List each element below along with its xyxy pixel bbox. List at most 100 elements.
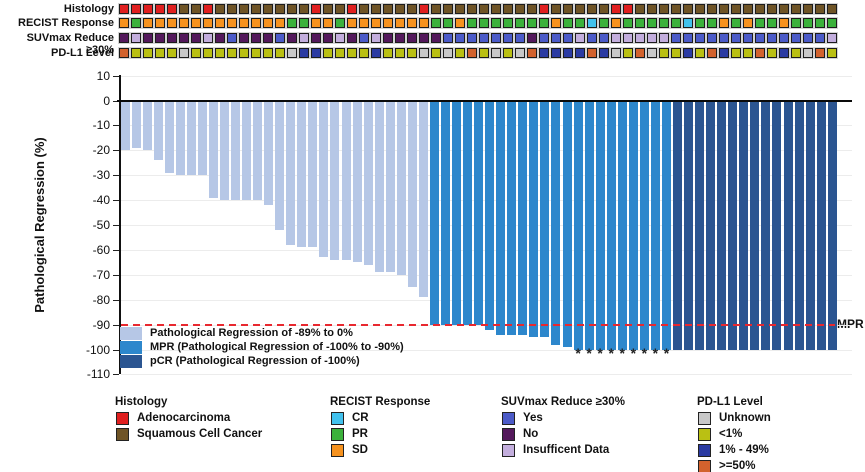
track-cell-histology — [562, 3, 573, 14]
track-cell-recist — [670, 18, 681, 29]
track-cell-recist — [562, 18, 573, 29]
track-cell-recist — [502, 18, 513, 29]
bar-regression — [231, 101, 240, 201]
track-cell-suvmax — [478, 32, 489, 43]
bar-regression — [142, 101, 152, 151]
y-tick — [113, 125, 119, 127]
bar-pcr — [728, 101, 738, 350]
plot-legend-label: Pathological Regression of -89% to 0% — [150, 327, 353, 339]
bar-regression — [208, 101, 218, 198]
track-cell-suvmax — [334, 32, 345, 43]
track-cell-pdl1 — [406, 47, 417, 58]
track-cell-recist — [406, 18, 417, 29]
asterisk-marker: * — [608, 345, 614, 361]
track-cell-histology — [250, 3, 261, 14]
y-axis-title: Pathological Regression (%) — [32, 137, 47, 313]
legend-swatch — [698, 444, 711, 457]
track-label-suvmax: SUVmax Reduce ≥30% — [26, 31, 114, 56]
bar-regression — [418, 101, 428, 298]
track-cell-suvmax — [646, 32, 657, 43]
track-cell-pdl1 — [202, 47, 213, 58]
track-cell-suvmax — [814, 32, 825, 43]
mpr-reference-label: MPR — [837, 317, 864, 331]
track-cell-recist — [202, 18, 213, 29]
y-tick-label: -30 — [92, 168, 110, 183]
track-cell-suvmax — [442, 32, 453, 43]
track-cell-pdl1 — [718, 47, 729, 58]
track-cell-suvmax — [190, 32, 201, 43]
y-tick — [113, 175, 119, 177]
track-cell-histology — [130, 3, 141, 14]
track-cell-pdl1 — [454, 47, 465, 58]
y-tick-label: -50 — [92, 218, 110, 232]
track-cell-suvmax — [310, 32, 321, 43]
bar-mpr — [429, 101, 439, 325]
track-cell-pdl1 — [598, 47, 609, 58]
track-cell-pdl1 — [646, 47, 657, 58]
bar-regression — [275, 101, 285, 230]
track-cell-pdl1 — [574, 47, 585, 58]
track-cell-pdl1 — [682, 47, 693, 58]
legend-item-label: Adenocarcinoma — [137, 412, 231, 424]
track-cell-recist — [478, 18, 489, 29]
legend-item-label: Unknown — [719, 412, 771, 424]
track-cell-suvmax — [406, 32, 417, 43]
track-cell-pdl1 — [586, 47, 597, 58]
bar-regression — [153, 101, 163, 161]
bar-pcr — [827, 101, 837, 350]
track-cell-recist — [454, 18, 465, 29]
track-cell-suvmax — [742, 32, 753, 43]
track-cell-pdl1 — [670, 47, 681, 58]
track-cell-suvmax — [514, 32, 525, 43]
y-tick — [113, 150, 119, 152]
bar-mpr — [540, 101, 550, 338]
track-cell-histology — [646, 3, 657, 14]
track-cell-recist — [634, 18, 645, 29]
track-cell-suvmax — [562, 32, 573, 43]
asterisk-marker: * — [652, 345, 659, 361]
track-cell-histology — [298, 3, 309, 14]
track-cell-suvmax — [730, 32, 741, 43]
track-cell-recist — [694, 18, 705, 29]
track-cell-histology — [346, 3, 357, 14]
track-cell-pdl1 — [358, 47, 369, 58]
track-cell-suvmax — [802, 32, 813, 43]
bar-mpr — [639, 101, 649, 350]
bar-mpr — [573, 101, 583, 350]
track-cell-suvmax — [250, 32, 261, 43]
legend-group-title: Histology — [115, 396, 168, 408]
track-cell-suvmax — [670, 32, 681, 43]
track-cell-histology — [706, 3, 717, 14]
legend-item-label: 1% - 49% — [719, 444, 769, 456]
track-cell-pdl1 — [742, 47, 753, 58]
track-cell-recist — [526, 18, 537, 29]
y-tick-label: -10 — [92, 118, 110, 133]
track-label-pdl1: PD-L1 Level — [51, 46, 114, 59]
bar-pcr — [805, 101, 815, 350]
track-cell-suvmax — [454, 32, 465, 43]
bar-pcr — [816, 101, 826, 350]
track-cell-histology — [802, 3, 813, 14]
track-cell-suvmax — [142, 32, 153, 43]
track-cell-recist — [358, 18, 369, 29]
track-cell-recist — [298, 18, 309, 29]
track-label-recist: RECIST Response — [18, 17, 114, 30]
y-tick — [113, 299, 119, 301]
track-cell-pdl1 — [130, 47, 141, 58]
bar-regression — [197, 101, 207, 176]
track-cell-suvmax — [586, 32, 597, 43]
track-cell-recist — [118, 18, 129, 29]
track-cell-recist — [598, 18, 609, 29]
legend-swatch — [698, 460, 711, 472]
bar-pcr — [739, 101, 749, 350]
track-cell-recist — [574, 18, 585, 29]
track-cell-pdl1 — [214, 47, 225, 58]
track-cell-pdl1 — [622, 47, 633, 58]
track-cell-histology — [430, 3, 441, 14]
track-cell-pdl1 — [478, 47, 489, 58]
track-cell-recist — [238, 18, 249, 29]
y-tick-label: -90 — [92, 317, 110, 332]
bar-mpr — [661, 101, 671, 350]
track-cell-recist — [166, 18, 177, 29]
track-cell-histology — [634, 3, 645, 14]
